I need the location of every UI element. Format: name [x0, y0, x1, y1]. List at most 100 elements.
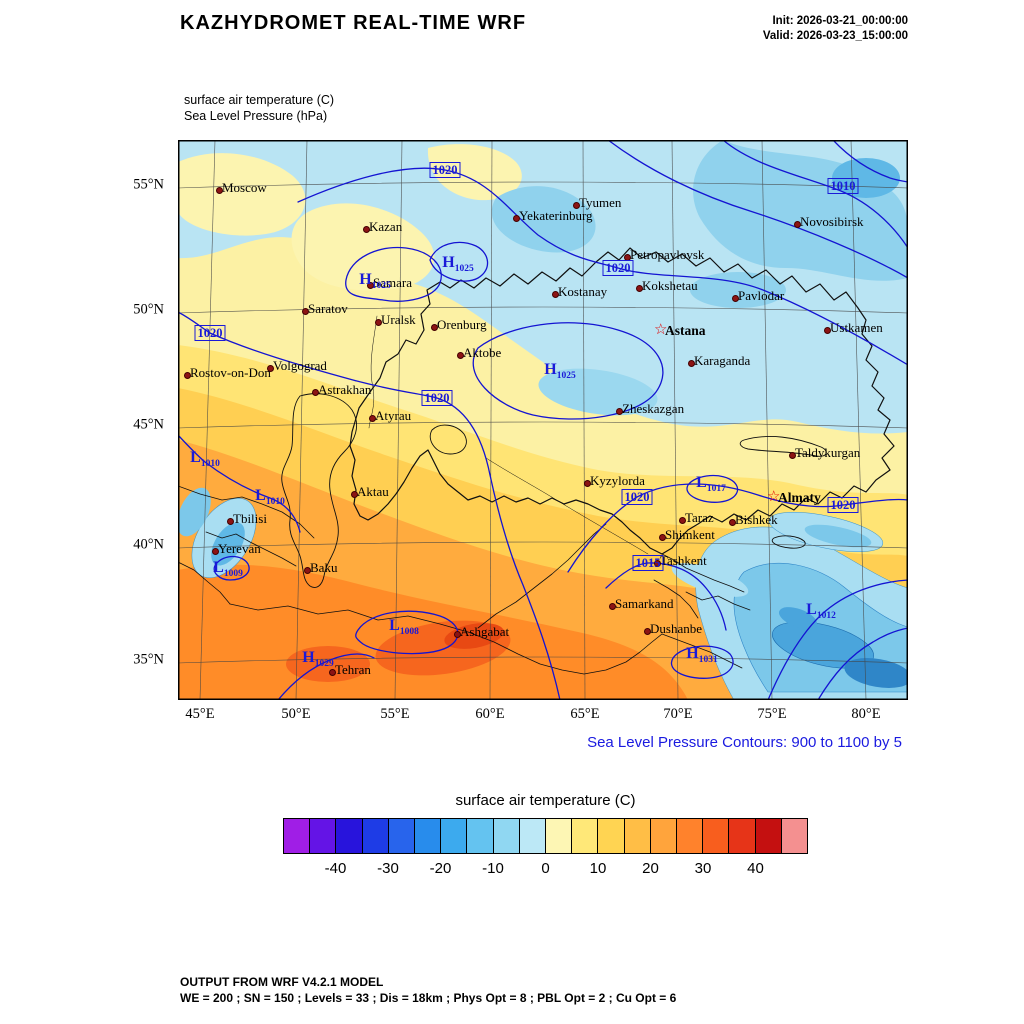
x-axis-tick: 45°E	[185, 706, 215, 722]
city-label: Tyumen	[579, 195, 622, 210]
colorbar-segment	[493, 819, 520, 853]
x-axis-tick: 60°E	[475, 706, 505, 722]
colorbar-tick-label: 30	[694, 860, 712, 877]
city-dot-icon	[512, 214, 520, 222]
city-label: Yerevan	[218, 541, 261, 556]
city-label: Taraz	[685, 510, 714, 525]
city-dot-icon	[374, 318, 382, 326]
x-axis-tick: 65°E	[570, 706, 600, 722]
x-axis-tick: 80°E	[851, 706, 881, 722]
city-dot-icon	[572, 201, 580, 209]
run-times: Init: 2026-03-21_00:00:00 Valid: 2026-03…	[763, 14, 908, 44]
colorbar-tick-label: -10	[482, 860, 504, 877]
pressure-contour-label: 1020	[827, 497, 859, 513]
city-label: Aktau	[357, 484, 389, 499]
city-dot-icon	[643, 627, 651, 635]
colorbar-segment	[624, 819, 651, 853]
y-axis-tick: 55°N	[133, 176, 164, 193]
colorbar-ticks: -40 -30 -20 -10 0 10 20 30 40	[283, 860, 808, 880]
city-dot-icon	[211, 547, 219, 555]
city-dot-icon	[551, 290, 559, 298]
city-label: Bishkek	[735, 512, 778, 527]
x-axis-tick: 70°E	[663, 706, 693, 722]
city-label: Yekaterinburg	[519, 208, 593, 223]
city-label: Kostanay	[558, 284, 608, 299]
subtitle-pressure: Sea Level Pressure (hPa)	[184, 109, 328, 123]
subtitle-temperature: surface air temperature (C)	[184, 93, 335, 107]
pressure-contour-label: 1020	[602, 260, 634, 276]
pressure-contour-label: 1010	[827, 178, 859, 194]
city-dot-icon	[366, 281, 374, 289]
city-dot-icon	[215, 186, 223, 194]
city-dot-icon	[301, 307, 309, 315]
colorbar-segment	[415, 819, 442, 853]
colorbar	[283, 818, 808, 854]
colorbar-tick-label: -40	[324, 860, 347, 877]
pressure-contours	[178, 140, 908, 700]
colorbar-segment	[467, 819, 494, 853]
city-label: Kokshetau	[642, 278, 698, 293]
city-label: Samarkand	[615, 596, 674, 611]
colorbar-segment	[336, 819, 363, 853]
y-axis-tick: 45°N	[133, 416, 164, 433]
colorbar-segment	[284, 819, 311, 853]
city-dot-icon	[226, 517, 234, 525]
colorbar-segment	[703, 819, 730, 853]
city-dot-icon	[823, 326, 831, 334]
city-label: Zheskazgan	[622, 401, 685, 416]
city-label: Tashkent	[660, 553, 707, 568]
map-annotations: Moscow Kazan Tyumen Yekaterinburg Novosibirs…	[178, 140, 908, 700]
footer: OUTPUT FROM WRF V4.2.1 MODEL WE = 200 ; …	[180, 974, 676, 1006]
pressure-center-l: L1017	[696, 473, 726, 495]
city-dot-icon	[328, 668, 336, 676]
colorbar-segment	[781, 819, 808, 853]
x-axis-tick: 55°E	[380, 706, 410, 722]
city-label: Shimkent	[665, 527, 715, 542]
city-label: Tehran	[335, 662, 371, 677]
colorbar-tick-label: -20	[429, 860, 452, 877]
city-label: Orenburg	[437, 317, 487, 332]
pressure-contour-label: 1020	[621, 489, 653, 505]
colorbar-segment	[546, 819, 573, 853]
city-label: Karaganda	[694, 353, 751, 368]
city-label: Pavlodar	[738, 288, 785, 303]
city-dot-icon	[583, 479, 591, 487]
graticule	[178, 140, 908, 700]
pressure-contour-label: 1020	[194, 325, 226, 341]
city-dot-icon	[430, 323, 438, 331]
x-axis: 45°E 50°E 55°E 60°E 65°E 70°E 75°E 80°E	[178, 706, 908, 728]
city-label: Dushanbe	[650, 621, 702, 636]
city-label: Volgograd	[273, 358, 327, 373]
pressure-center-l: L1009	[213, 558, 243, 580]
city-dot-icon	[303, 566, 311, 574]
colorbar-tick-label: -30	[377, 860, 399, 877]
city-dot-icon	[678, 516, 686, 524]
temperature-field	[178, 140, 908, 700]
colorbar-segment	[677, 819, 704, 853]
city-dot-icon	[731, 294, 739, 302]
colorbar-tick-label: 40	[747, 860, 764, 877]
city-dot-icon	[658, 533, 666, 541]
city-label: Almaty	[778, 490, 821, 505]
pressure-center-l: L1010	[255, 486, 285, 508]
pressure-center-h: H1025	[442, 253, 474, 275]
pressure-contour-label: 1020	[421, 390, 453, 406]
colorbar-segment	[598, 819, 625, 853]
country-borders	[178, 247, 895, 675]
colorbar-tick-label: 20	[642, 860, 659, 877]
y-axis-tick: 35°N	[133, 651, 164, 668]
city-dot-icon	[788, 451, 796, 459]
colorbar-segment	[441, 819, 468, 853]
city-dot-icon	[608, 602, 616, 610]
city-label: Astana	[665, 323, 706, 338]
city-label: Saratov	[308, 301, 348, 316]
colorbar-segment	[572, 819, 599, 853]
city-dot-icon	[635, 284, 643, 292]
x-axis-tick: 75°E	[757, 706, 787, 722]
city-label: Moscow	[222, 180, 267, 195]
pressure-center-l: L1012	[806, 600, 836, 622]
city-dot-icon	[350, 490, 358, 498]
footer-config: WE = 200 ; SN = 150 ; Levels = 33 ; Dis …	[180, 991, 677, 1005]
city-dot-icon	[453, 630, 461, 638]
colorbar-segment	[310, 819, 337, 853]
